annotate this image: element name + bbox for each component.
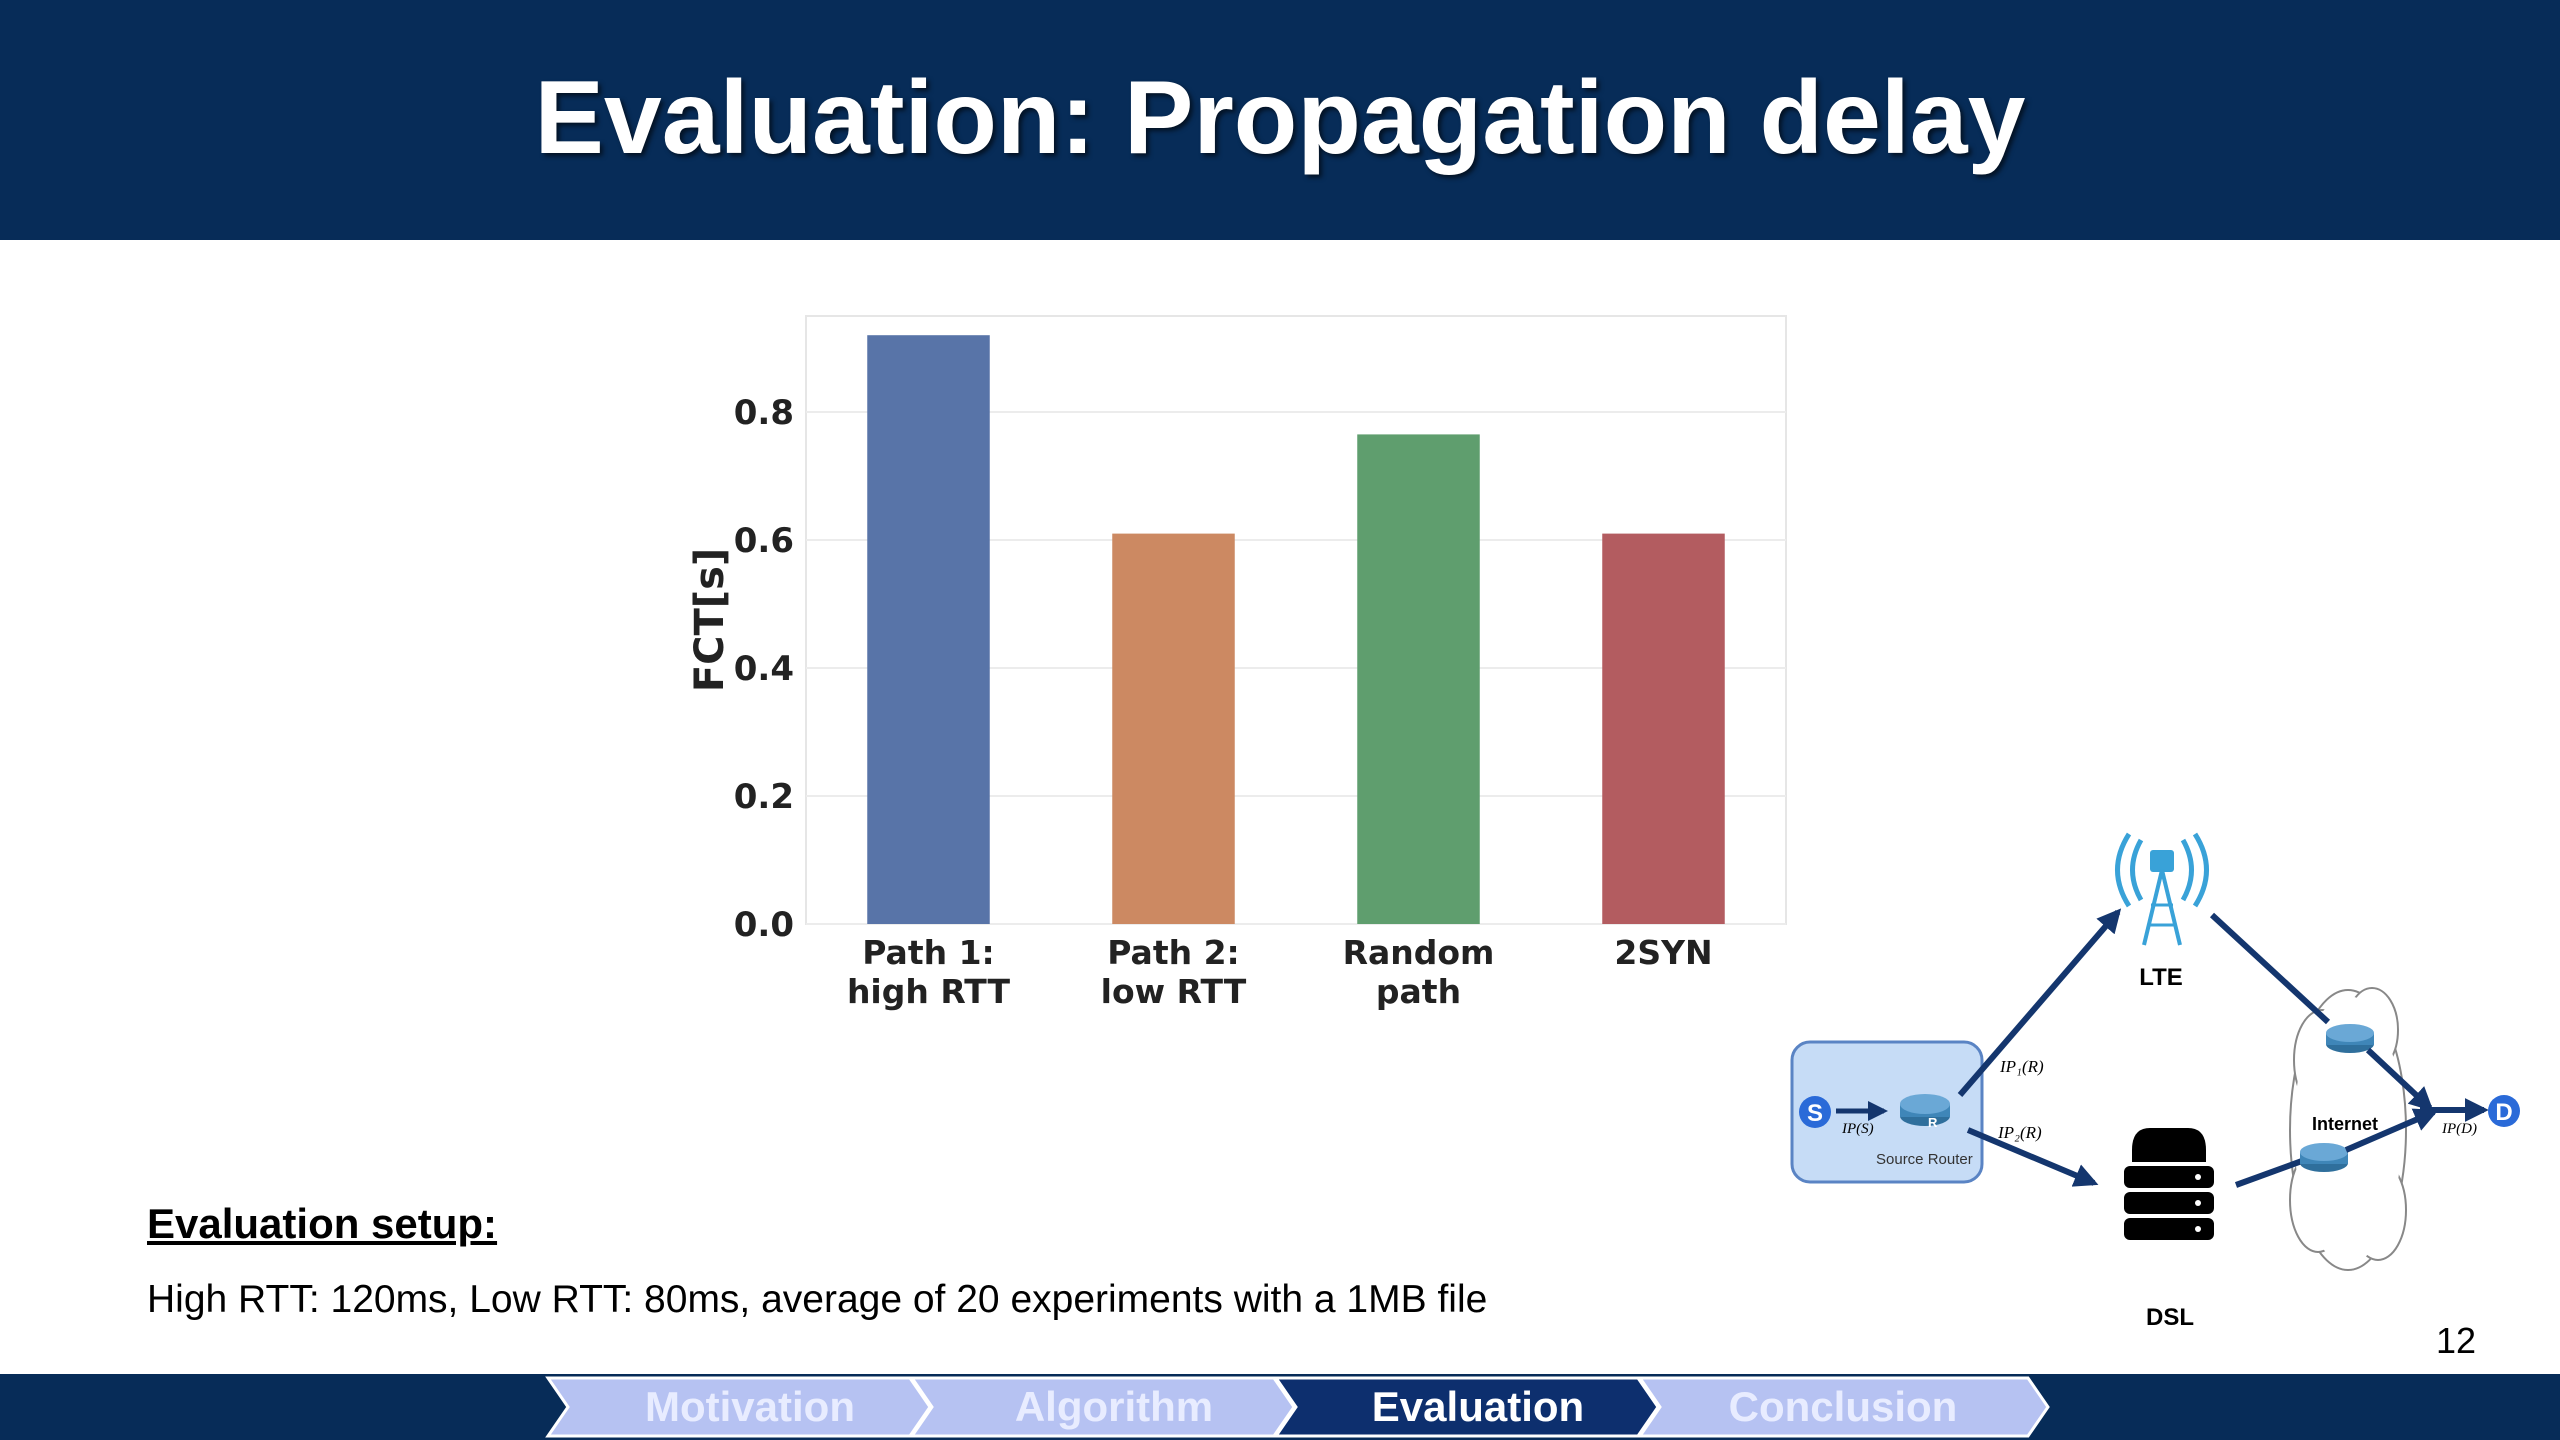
link-dsl-internet [2234,1155,2312,1188]
server-icon [2124,1128,2214,1240]
y-tick-label: 0.0 [734,905,794,945]
link-lte-internet [2209,912,2331,1025]
x-tick-label: Path 1: high RTT [847,933,1011,1011]
link-internet-destination-2 [2344,1108,2439,1153]
section-nav [545,1376,2050,1438]
nav-motivation[interactable]: Motivation [645,1383,855,1430]
link-to-dsl [1966,1127,2099,1187]
internet-label: Internet [2312,1114,2378,1134]
x-tick-label: 2SYN [1614,933,1712,972]
router-icon [1900,1094,1950,1126]
network-diagram: S IP(S) R Source Router IP₁(R) IP₂(R) LT… [1790,832,2520,1331]
y-tick-label: 0.4 [734,649,794,689]
y-tick-label: 0.2 [734,777,794,817]
slide-title: Evaluation: Propagation delay [534,60,2026,176]
setup-text: High RTT: 120ms, Low RTT: 80ms, average … [147,1278,1488,1321]
ip2-r-label: IP₂(R) [1997,1123,2042,1142]
destination-node [2488,1095,2520,1127]
setup-heading: Evaluation setup: [147,1200,498,1247]
nav-chevron-conclusion[interactable] [1637,1376,2050,1438]
destination-label: D [2495,1099,2512,1126]
bar-1 [867,335,990,924]
title-bar: Evaluation: Propagation delay [0,0,2560,240]
nav-evaluation[interactable]: Evaluation [1371,1383,1585,1430]
nav-conclusion[interactable]: Conclusion [1728,1383,1958,1430]
source-node [1799,1096,1831,1128]
router-label: R [1928,1115,1938,1130]
nav-algorithm[interactable]: Algorithm [1014,1383,1214,1430]
bar-3 [1357,434,1480,924]
y-tick-label: 0.8 [734,393,794,433]
y-axis-label: FCT[s] [687,548,733,692]
router-icon [2300,1143,2348,1172]
ip-s-label: IP(S) [1841,1121,1874,1137]
cell-tower-icon [2115,832,2209,946]
nav-chevron-evaluation[interactable] [1273,1376,1660,1438]
link-to-lte [1957,908,2122,1097]
x-tick-label: Path 2: low RTT [1101,933,1247,1011]
bar-2 [1112,533,1235,924]
ip1-r-label: IP₁(R) [1999,1057,2044,1076]
bar-4 [1602,533,1725,924]
x-tick-label: Random path [1343,933,1495,1011]
lte-label: LTE [2139,964,2183,991]
ip-d-label: IP(D) [2441,1121,2477,1137]
nav-chevron-motivation[interactable] [545,1376,932,1438]
dsl-label: DSL [2146,1304,2194,1331]
source-router-caption: Source Router [1876,1151,1973,1168]
page-number: 12 [2435,1320,2476,1361]
source-label: S [1807,1100,1823,1127]
y-tick-label: 0.6 [734,521,794,561]
nav-chevron-algorithm[interactable] [909,1376,1296,1438]
router-icon [2326,1024,2374,1053]
link-internet-destination-1 [2365,1047,2434,1112]
